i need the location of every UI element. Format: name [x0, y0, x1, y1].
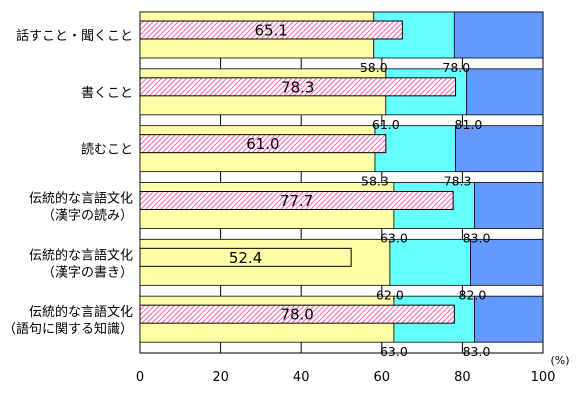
x-tick-label: 80 — [454, 370, 471, 385]
value-label: 52.4 — [229, 249, 262, 267]
band-mid — [374, 125, 456, 173]
threshold-low-label: 58.0 — [360, 60, 388, 75]
category-label: 伝統的な言語文化 — [29, 191, 133, 207]
band-high — [453, 11, 544, 59]
x-tick-label: 40 — [293, 370, 310, 385]
threshold-high-label: 82.0 — [459, 287, 487, 302]
category-label: 書くこと — [81, 86, 133, 101]
value-bar — [139, 247, 352, 267]
value-bar — [139, 134, 387, 154]
band-high — [466, 68, 544, 116]
category-label: （語句に関する知識） — [3, 321, 133, 337]
x-tick-label: 100 — [531, 370, 556, 385]
category-label: 話すこと・聞くこと — [16, 28, 133, 44]
threshold-high-label: 78.3 — [444, 174, 472, 189]
band-high — [455, 125, 544, 173]
band-high — [470, 238, 544, 286]
value-bar — [139, 191, 454, 210]
category-label: 伝統的な言語文化 — [29, 304, 133, 320]
threshold-low-label: 58.3 — [361, 174, 389, 189]
band-high — [474, 295, 544, 343]
threshold-low-label: 63.0 — [380, 231, 408, 246]
x-unit-label: (%) — [550, 354, 569, 367]
value-bars — [139, 20, 457, 324]
band-high — [474, 182, 544, 229]
x-tick-label: 20 — [212, 370, 229, 385]
category-label: 伝統的な言語文化 — [29, 247, 133, 263]
category-label: （漢字の読み） — [42, 208, 133, 224]
value-bar — [139, 304, 455, 324]
value-label: 78.3 — [281, 78, 314, 96]
threshold-low-label: 61.0 — [372, 117, 400, 132]
band-mid — [389, 238, 471, 286]
x-tick-label: 60 — [374, 370, 391, 385]
value-bar — [139, 77, 457, 97]
value-label: 61.0 — [246, 135, 279, 153]
threshold-high-label: 78.0 — [442, 60, 470, 75]
x-axis: 0 20 40 60 80 100 (%) — [136, 354, 570, 385]
value-bar — [139, 20, 403, 40]
threshold-high-label: 83.0 — [463, 344, 491, 359]
threshold-high-label: 81.0 — [455, 117, 483, 132]
threshold-low-label: 63.0 — [380, 344, 408, 359]
value-label: 78.0 — [280, 306, 313, 324]
labels: 65.1 58.0 78.0 話すこと・聞くこと 78.3 61.0 81.0 書くこと 61.… — [3, 22, 490, 360]
threshold-high-label: 83.0 — [463, 231, 491, 246]
x-tick-label: 0 — [136, 370, 144, 385]
value-label: 77.7 — [280, 192, 313, 210]
category-label: （漢字の書き） — [42, 265, 133, 280]
value-label: 65.1 — [254, 22, 287, 40]
threshold-low-label: 62.0 — [376, 287, 404, 302]
category-label: 読むこと — [81, 142, 133, 158]
